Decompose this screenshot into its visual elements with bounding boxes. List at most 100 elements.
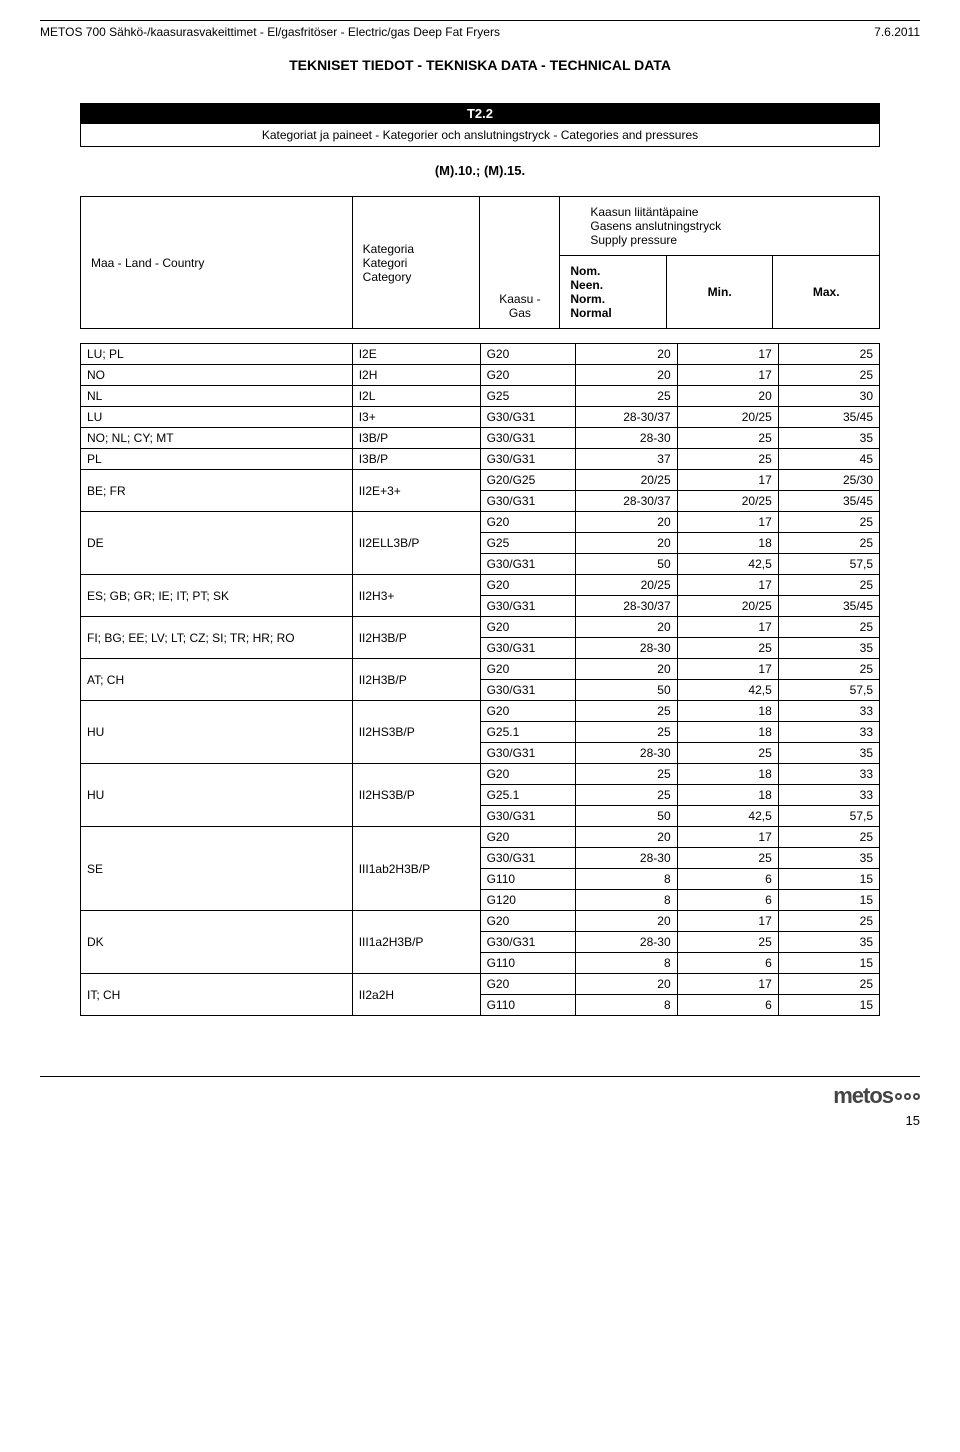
cell-value: 20 (576, 533, 677, 554)
cell-value: 33 (778, 785, 879, 806)
table-row: LUI3+G30/G3128-30/3720/2535/45 (81, 407, 880, 428)
cell-value: 8 (576, 995, 677, 1016)
cell-value: 25 (576, 701, 677, 722)
cell-value: 35 (778, 848, 879, 869)
data-table: LU; PLI2EG20201725NOI2HG20201725NLI2LG25… (80, 343, 880, 1016)
cell-value: 57,5 (778, 680, 879, 701)
cell-gas: G25 (480, 386, 576, 407)
cell-value: 17 (677, 911, 778, 932)
cell-value: 25 (778, 344, 879, 365)
cell-value: 17 (677, 659, 778, 680)
cell-value: 42,5 (677, 806, 778, 827)
col-country: Maa - Land - Country (81, 197, 353, 329)
cell-value: 17 (677, 575, 778, 596)
col-gas: Kaasu - Gas (480, 197, 560, 329)
cell-value: 50 (576, 680, 677, 701)
cell-value: 35 (778, 428, 879, 449)
cell-value: 20 (677, 386, 778, 407)
cell-category: III1a2H3B/P (352, 911, 480, 974)
cell-value: 25 (576, 722, 677, 743)
cell-value: 33 (778, 764, 879, 785)
cell-value: 35 (778, 638, 879, 659)
table-row: ES; GB; GR; IE; IT; PT; SKII2H3+G2020/25… (81, 575, 880, 596)
cell-value: 18 (677, 533, 778, 554)
cell-category: II2H3+ (352, 575, 480, 617)
header-row: METOS 700 Sähkö-/kaasurasvakeittimet - E… (40, 25, 920, 39)
cell-value: 25 (778, 617, 879, 638)
col-min: Min. (666, 256, 773, 329)
table-row: NO; NL; CY; MTI3B/PG30/G3128-302535 (81, 428, 880, 449)
cell-gas: G20 (480, 764, 576, 785)
table-row: NOI2HG20201725 (81, 365, 880, 386)
cell-gas: G30/G31 (480, 743, 576, 764)
cell-value: 17 (677, 827, 778, 848)
cell-value: 50 (576, 554, 677, 575)
cell-value: 28-30 (576, 428, 677, 449)
cell-gas: G20 (480, 911, 576, 932)
col-nom: Nom. Neen. Norm. Normal (560, 256, 667, 329)
cell-value: 15 (778, 953, 879, 974)
cell-value: 28-30/37 (576, 407, 677, 428)
cell-gas: G25 (480, 533, 576, 554)
cell-value: 25 (778, 827, 879, 848)
page-number: 15 (40, 1113, 920, 1128)
cell-value: 25 (677, 932, 778, 953)
cell-value: 28-30/37 (576, 491, 677, 512)
section-title: TEKNISET TIEDOT - TEKNISKA DATA - TECHNI… (40, 57, 920, 73)
cell-gas: G20 (480, 344, 576, 365)
cell-value: 15 (778, 995, 879, 1016)
cell-country: IT; CH (81, 974, 353, 1016)
cell-gas: G110 (480, 953, 576, 974)
cell-category: II2HS3B/P (352, 701, 480, 764)
cell-value: 8 (576, 890, 677, 911)
cell-value: 18 (677, 722, 778, 743)
cell-value: 25 (677, 428, 778, 449)
header-table: Maa - Land - Country Kategoria Kategori … (80, 196, 880, 329)
cell-gas: G20 (480, 974, 576, 995)
cell-gas: G20 (480, 617, 576, 638)
cell-gas: G25.1 (480, 722, 576, 743)
cell-value: 18 (677, 785, 778, 806)
cell-value: 20/25 (576, 575, 677, 596)
cell-value: 25 (677, 743, 778, 764)
cell-country: ES; GB; GR; IE; IT; PT; SK (81, 575, 353, 617)
col-max: Max. (773, 256, 880, 329)
cell-value: 45 (778, 449, 879, 470)
cell-value: 20/25 (677, 491, 778, 512)
cell-gas: G25.1 (480, 785, 576, 806)
cell-value: 25 (677, 449, 778, 470)
cell-value: 17 (677, 974, 778, 995)
cell-value: 35/45 (778, 407, 879, 428)
cell-value: 6 (677, 953, 778, 974)
table-row: HUII2HS3B/PG20251833 (81, 701, 880, 722)
cell-value: 57,5 (778, 806, 879, 827)
cell-value: 25 (778, 365, 879, 386)
cell-value: 37 (576, 449, 677, 470)
cell-gas: G20 (480, 701, 576, 722)
cell-gas: G20 (480, 512, 576, 533)
cell-value: 25 (778, 659, 879, 680)
cell-country: LU (81, 407, 353, 428)
cell-gas: G120 (480, 890, 576, 911)
cell-category: I2E (352, 344, 480, 365)
cell-value: 28-30 (576, 638, 677, 659)
cell-country: SE (81, 827, 353, 911)
cell-country: BE; FR (81, 470, 353, 512)
cell-value: 20 (576, 512, 677, 533)
cell-value: 25 (677, 638, 778, 659)
cell-value: 20 (576, 659, 677, 680)
cell-value: 25 (576, 386, 677, 407)
cell-value: 25 (778, 974, 879, 995)
table-row: FI; BG; EE; LV; LT; CZ; SI; TR; HR; ROII… (81, 617, 880, 638)
cell-gas: G30/G31 (480, 428, 576, 449)
cell-value: 8 (576, 869, 677, 890)
cell-value: 17 (677, 470, 778, 491)
cell-category: II2ELL3B/P (352, 512, 480, 575)
cell-value: 6 (677, 890, 778, 911)
cell-value: 33 (778, 701, 879, 722)
cell-gas: G30/G31 (480, 638, 576, 659)
logo-dot-icon (895, 1093, 902, 1100)
cell-value: 35 (778, 932, 879, 953)
cell-gas: G30/G31 (480, 491, 576, 512)
cell-gas: G20 (480, 575, 576, 596)
